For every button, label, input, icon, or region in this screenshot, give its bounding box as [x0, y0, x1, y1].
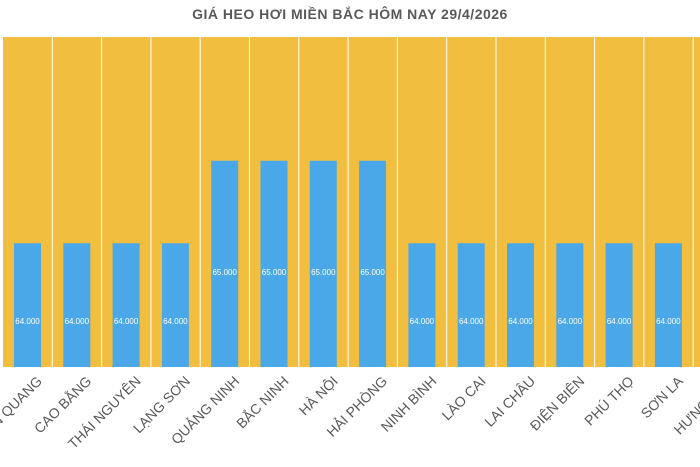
bar	[309, 160, 337, 367]
chart-title: GIÁ HEO HƠI MIỀN BẮC HÔM NAY 29/4/2026	[192, 6, 508, 22]
x-tick-label: BẮC NINH	[232, 372, 291, 431]
bar	[654, 243, 682, 367]
data-label: 64.000	[508, 317, 533, 326]
bar	[556, 243, 584, 367]
bar	[63, 243, 91, 367]
data-label: 64.000	[114, 317, 139, 326]
bar	[112, 243, 140, 367]
x-tick-label: HÀ NỘI	[296, 373, 341, 418]
data-label: 64.000	[15, 317, 40, 326]
bar	[161, 243, 189, 367]
data-label: 64.000	[459, 317, 484, 326]
data-label: 64.000	[656, 317, 681, 326]
bar	[14, 243, 41, 367]
data-label: 64.000	[558, 317, 583, 326]
bar	[408, 243, 436, 367]
x-tick-label: SƠN LA	[638, 372, 687, 421]
data-label: 64.000	[163, 317, 188, 326]
x-tick-label: PHÚ THỌ	[581, 373, 637, 429]
data-label: 64.000	[607, 317, 632, 326]
data-labels: 64.000 64.000 64.000 64.000 65.000 65.000 65.0…	[15, 268, 681, 326]
x-tick-label: LÀO CAI	[438, 373, 488, 423]
bar	[211, 160, 239, 367]
plot-background	[3, 37, 700, 367]
data-label: 64.000	[65, 317, 90, 326]
bar	[457, 243, 485, 367]
bar	[507, 243, 534, 367]
bars	[14, 160, 682, 367]
data-label: 65.000	[212, 268, 237, 277]
data-label: 65.000	[360, 268, 385, 277]
data-label: 64.000	[410, 317, 435, 326]
data-label: 65.000	[311, 268, 336, 277]
bar	[605, 243, 633, 367]
data-label: 65.000	[262, 268, 287, 277]
bar	[260, 160, 288, 367]
x-tick-label: TUYÊN QUANG	[0, 373, 45, 457]
bar	[359, 160, 387, 367]
plot-area	[3, 37, 700, 367]
